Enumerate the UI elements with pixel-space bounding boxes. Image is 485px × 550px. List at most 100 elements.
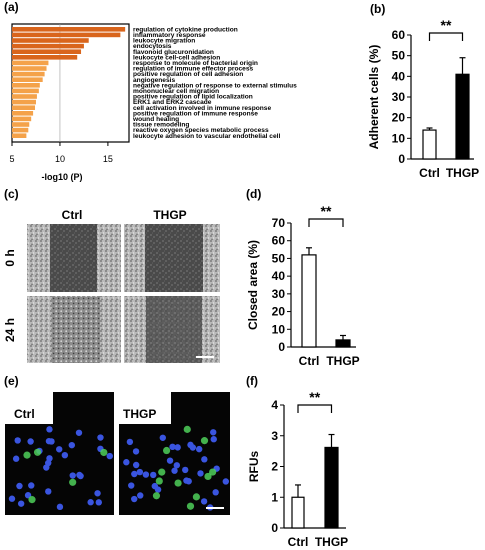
cell-fluorescent (152, 492, 161, 500)
enrichment-term-label: cell activation involved in immune respo… (133, 105, 271, 112)
panel-label-d: (d) (246, 187, 261, 201)
cell-nucleus (137, 492, 144, 499)
cell-nucleus (200, 498, 208, 505)
y-tick-label: 50 (272, 251, 286, 265)
x-tick-label: Ctrl (288, 535, 309, 549)
panel-label-a: (a) (4, 0, 19, 14)
image-fluorescence-thgp: THGP (119, 392, 230, 515)
cell-nucleus (210, 429, 217, 436)
enrichment-term-label: positive regulation of lipid localizatio… (133, 94, 253, 101)
x-tick-label: THGP (326, 354, 359, 368)
cell-nucleus (16, 482, 23, 490)
enrichment-bar (12, 43, 84, 49)
enrichment-term-label: inflammatory response (133, 32, 206, 39)
y-tick-label: 70 (272, 216, 286, 230)
panel-label-c: (c) (4, 187, 19, 201)
image-ctrl-0h (27, 224, 121, 292)
bar-thgp (335, 339, 351, 348)
enrichment-bar (12, 71, 45, 77)
cell-nucleus (131, 495, 138, 503)
y-tick-label: 0 (278, 340, 285, 354)
cell-nucleus (61, 451, 69, 459)
enrichment-term-label: leukocyte adhesion to vascular endotheli… (133, 133, 280, 140)
cell-nucleus (106, 452, 113, 460)
cell-nucleus (69, 472, 76, 479)
cell-fluorescent (69, 478, 77, 486)
cell-nucleus (97, 434, 104, 441)
cell-fluorescent (186, 502, 195, 510)
enrichment-bar-chart: regulation of cytokine productioninflamm… (9, 23, 297, 182)
enrichment-term-label: wound healing (132, 116, 179, 123)
cell-nucleus (182, 466, 189, 474)
significance-marker: ** (441, 17, 452, 33)
image-label-thgp: THGP (123, 407, 156, 421)
enrichment-bar (12, 88, 39, 94)
adherent-cells-chart: 0 10 20 30 40 50 60 Adherent cells (%) Ctrl THGP *… (367, 17, 479, 180)
bar-ctrl (301, 254, 317, 348)
y-tick-label: 1 (271, 490, 278, 504)
enrichment-term-label: flavonoid glucuronidation (133, 49, 214, 56)
rfus-chart: 0 1 2 3 4 RFUs Ctrl THGP ** (247, 389, 348, 549)
x-tick-label: Ctrl (419, 166, 440, 180)
enrichment-term-label: endocytosis (133, 43, 172, 50)
cell-nucleus (95, 499, 103, 506)
cell-nucleus (132, 461, 140, 469)
cell-nucleus (68, 441, 76, 449)
enrichment-bar (12, 99, 36, 105)
y-axis-label: Adherent cells (%) (367, 45, 381, 150)
significance-marker: ** (309, 389, 320, 405)
cell-nucleus (12, 455, 20, 462)
cell-nucleus (126, 438, 134, 446)
bar-ctrl (422, 129, 437, 160)
y-tick-label: 2 (271, 460, 278, 474)
cell-nucleus (185, 478, 192, 485)
cell-nucleus (169, 443, 176, 451)
enrichment-bar (12, 94, 37, 99)
y-tick-label: 3 (271, 429, 278, 443)
cell-nucleus (87, 499, 94, 506)
y-tick-label: 10 (392, 131, 406, 145)
enrichment-bar (12, 116, 32, 122)
column-label-ctrl: Ctrl (62, 208, 83, 222)
enrichment-bar (12, 122, 30, 127)
cell-nucleus (151, 482, 159, 490)
panel-label-b: (b) (370, 2, 385, 16)
cell-nucleus (27, 438, 34, 445)
enrichment-bar (12, 77, 43, 82)
enrichment-term-label: leukocyte migration (133, 38, 195, 45)
column-label-thgp: THGP (153, 208, 186, 222)
enrichment-bar (12, 49, 82, 54)
enrichment-term-label: ERK1 and ERK2 cascade (133, 99, 212, 106)
y-tick-label: 10 (272, 322, 286, 336)
y-tick-label: 0 (271, 521, 278, 535)
y-tick-label: 30 (392, 90, 406, 104)
cell-nucleus (197, 470, 204, 477)
significance-bracket (428, 32, 464, 41)
enrichment-bar (12, 83, 40, 88)
cell-nucleus (128, 482, 135, 489)
enrichment-term-label: reactive oxygen species metabolic proces… (133, 127, 269, 134)
cell-nucleus (48, 438, 55, 445)
cell-fluorescent (200, 437, 209, 445)
cell-nucleus (136, 468, 144, 476)
enrichment-term-label: negative regulation of response to exter… (133, 82, 297, 89)
cell-nucleus (142, 471, 150, 478)
significance-bracket (308, 218, 344, 227)
x-tick-label: 5 (9, 154, 14, 164)
enrichment-bar (12, 105, 36, 110)
enrichment-term-label: leukocyte cell-cell adhesion (133, 54, 220, 61)
cell-nucleus (123, 459, 130, 466)
enrichment-term-label: angiogenesis (133, 77, 175, 84)
image-label-ctrl: Ctrl (14, 407, 35, 421)
enrichment-term-label: regulation of cytokine production (133, 26, 238, 33)
cell-nucleus (46, 455, 53, 462)
bar-thgp (455, 73, 470, 160)
cell-fluorescent (100, 448, 108, 457)
cell-fluorescent (204, 472, 212, 481)
enrichment-term-label: tissue remodeling (133, 122, 189, 129)
significance-bracket (297, 404, 333, 413)
bar-thgp (324, 446, 339, 529)
cell-nucleus (94, 490, 101, 497)
cell-fluorescent (33, 448, 42, 456)
